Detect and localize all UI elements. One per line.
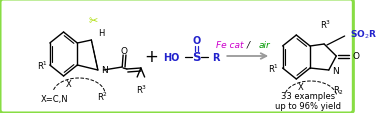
Text: X: X [298, 83, 304, 92]
FancyBboxPatch shape [0, 0, 353, 113]
Text: air: air [259, 40, 271, 49]
Text: SO$_2$R: SO$_2$R [350, 28, 378, 41]
Text: H: H [98, 28, 104, 37]
Text: R$^1$: R$^1$ [37, 59, 48, 72]
Text: R: R [212, 53, 220, 62]
Text: 33 examples: 33 examples [281, 92, 336, 101]
Text: R$^3$: R$^3$ [136, 83, 147, 96]
Text: up to 96% yield: up to 96% yield [276, 102, 341, 111]
Text: Fe cat: Fe cat [215, 40, 243, 49]
Text: X=C,N: X=C,N [40, 95, 68, 104]
Text: R$_2$: R$_2$ [333, 84, 344, 97]
Text: N: N [101, 66, 107, 75]
Text: R$^1$: R$^1$ [268, 62, 279, 75]
Text: N: N [333, 67, 339, 76]
Text: O: O [352, 52, 359, 61]
Text: X: X [65, 80, 71, 89]
Text: ✂: ✂ [88, 16, 98, 26]
Text: +: + [144, 48, 158, 65]
Text: R$^3$: R$^3$ [321, 18, 332, 31]
Text: O: O [192, 36, 200, 46]
Text: /: / [247, 40, 250, 49]
Text: S: S [192, 51, 201, 64]
Text: R$^2$: R$^2$ [97, 90, 108, 102]
Text: HO: HO [163, 53, 180, 62]
Text: O: O [121, 46, 127, 55]
